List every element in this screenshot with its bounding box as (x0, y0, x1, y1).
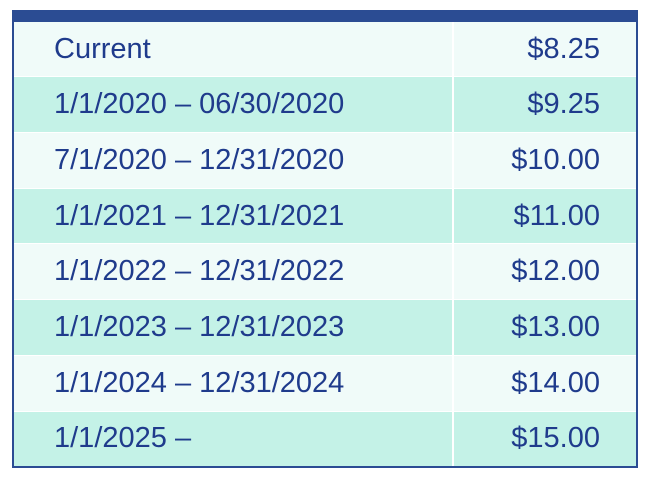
period-cell: 1/1/2025 – (14, 411, 454, 466)
table-row: 1/1/2025 – $15.00 (14, 411, 636, 466)
rate-cell: $8.25 (453, 22, 636, 78)
rate-cell: $12.00 (453, 243, 636, 301)
table-row: 1/1/2023 – 12/31/2023 $13.00 (14, 299, 636, 356)
rate-cell: $9.25 (453, 76, 636, 134)
table-row: Current $8.25 (14, 22, 636, 78)
period-cell: Current (14, 22, 454, 78)
rate-cell: $11.00 (453, 188, 636, 245)
table-row: 1/1/2020 – 06/30/2020 $9.25 (14, 76, 636, 134)
table-row: 1/1/2022 – 12/31/2022 $12.00 (14, 243, 636, 301)
rate-cell: $14.00 (453, 355, 636, 412)
period-cell: 1/1/2021 – 12/31/2021 (14, 188, 454, 245)
period-cell: 1/1/2022 – 12/31/2022 (14, 243, 454, 301)
table-row: 1/1/2024 – 12/31/2024 $14.00 (14, 355, 636, 412)
period-cell: 7/1/2020 – 12/31/2020 (14, 132, 454, 189)
table-row: 7/1/2020 – 12/31/2020 $10.00 (14, 132, 636, 189)
period-cell: 1/1/2024 – 12/31/2024 (14, 355, 454, 412)
period-cell: 1/1/2020 – 06/30/2020 (14, 76, 454, 134)
wage-table: Current $8.25 1/1/2020 – 06/30/2020 $9.2… (14, 22, 636, 466)
wage-schedule-table: Current $8.25 1/1/2020 – 06/30/2020 $9.2… (12, 10, 638, 468)
rate-cell: $15.00 (453, 411, 636, 466)
rate-cell: $10.00 (453, 132, 636, 189)
table-row: 1/1/2021 – 12/31/2021 $11.00 (14, 188, 636, 245)
rate-cell: $13.00 (453, 299, 636, 356)
period-cell: 1/1/2023 – 12/31/2023 (14, 299, 454, 356)
